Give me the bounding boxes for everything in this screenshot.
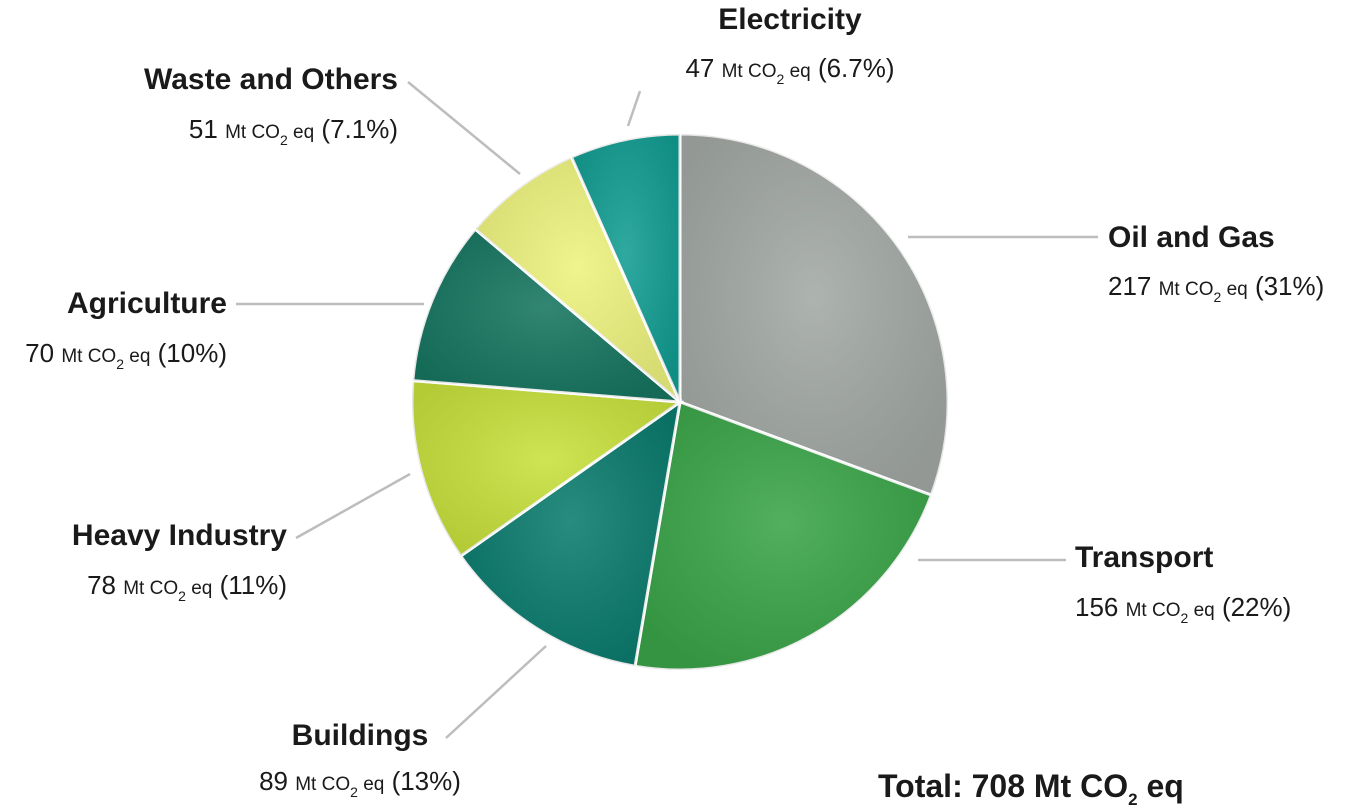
pie-slices: [410, 132, 950, 672]
slice-labels: Oil and Gas 217 Mt CO2 eq (31%) Transport 1…: [25, 3, 1324, 800]
slice-value-agriculture: 70 Mt CO2 eq (10%): [25, 338, 227, 372]
leader-lines: [236, 81, 1098, 739]
slice-label-agriculture: Agriculture: [67, 287, 227, 320]
slice-label-oil-and-gas: Oil and Gas: [1108, 221, 1275, 254]
slice-label-electricity: Electricity: [718, 3, 862, 36]
slice-value-oil-and-gas: 217 Mt CO2 eq (31%): [1108, 271, 1324, 305]
slice-value-waste-and-others: 51 Mt CO2 eq (7.1%): [189, 114, 398, 148]
slice-label-heavy-industry: Heavy Industry: [72, 519, 287, 552]
leader-line-heavy-industry: [295, 472, 411, 540]
slice-value-transport: 156 Mt CO2 eq (22%): [1075, 592, 1291, 626]
slice-value-heavy-industry: 78 Mt CO2 eq (11%): [87, 570, 287, 604]
slice-value-buildings: 89 Mt CO2 eq (13%): [259, 766, 461, 800]
leader-line-waste-and-others: [407, 81, 521, 175]
total-label: Total: 708 Mt CO2 eq: [878, 768, 1184, 808]
slice-value-electricity: 47 Mt CO2 eq (6.7%): [685, 53, 894, 87]
leader-line-electricity: [626, 90, 642, 127]
slice-label-waste-and-others: Waste and Others: [144, 63, 398, 96]
leader-line-buildings: [445, 645, 547, 739]
slice-label-transport: Transport: [1075, 541, 1213, 574]
slice-label-buildings: Buildings: [292, 719, 429, 752]
